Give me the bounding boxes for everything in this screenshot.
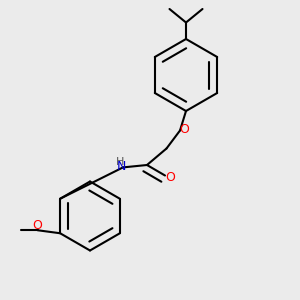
Text: O: O	[166, 170, 175, 184]
Text: O: O	[179, 122, 189, 136]
Text: N: N	[117, 160, 126, 173]
Text: H: H	[116, 157, 124, 167]
Text: O: O	[33, 219, 43, 232]
